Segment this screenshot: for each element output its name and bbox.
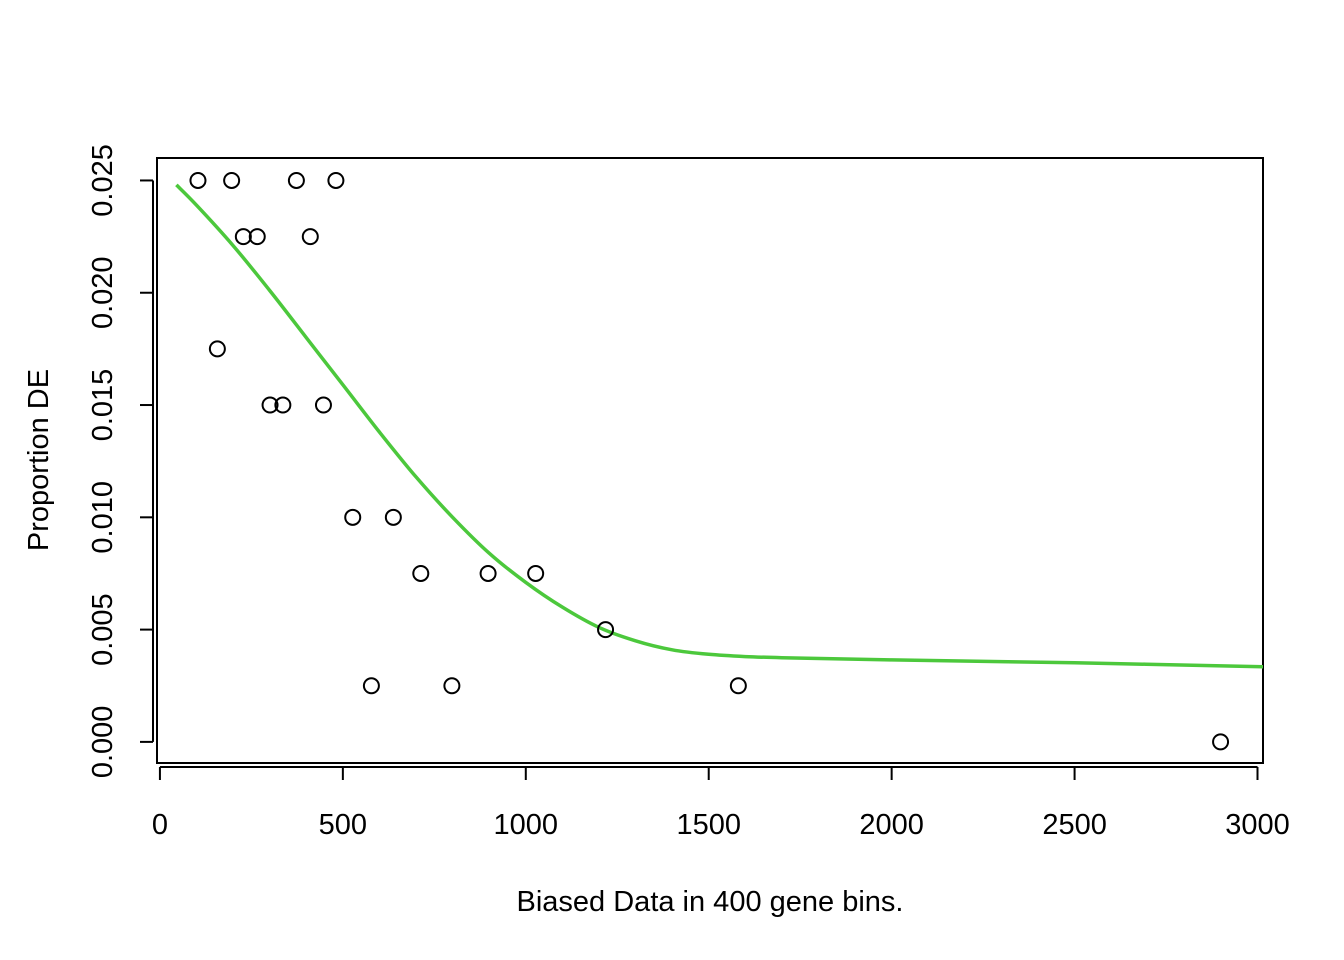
data-point <box>412 564 430 582</box>
fit-curve-layer <box>175 183 1263 669</box>
x-tick-label: 1000 <box>494 809 559 841</box>
data-point <box>248 228 266 246</box>
y-tick-label: 0.020 <box>87 256 119 329</box>
data-point <box>327 171 345 189</box>
data-point <box>274 396 292 414</box>
x-tick-label: 2500 <box>1042 809 1107 841</box>
x-tick-label: 3000 <box>1225 809 1290 841</box>
x-tick-label: 0 <box>152 809 168 841</box>
data-point <box>301 228 319 246</box>
data-point <box>314 396 332 414</box>
data-point <box>1212 733 1230 751</box>
data-points-layer <box>189 171 1230 751</box>
x-tick-label: 1500 <box>676 809 741 841</box>
data-point <box>344 508 362 526</box>
data-point <box>479 564 497 582</box>
x-axis-label: Biased Data in 400 gene bins. <box>517 886 904 918</box>
data-point <box>261 396 279 414</box>
y-tick-label: 0.025 <box>87 144 119 217</box>
fit-curve-line <box>175 183 1263 669</box>
data-point <box>443 677 461 695</box>
data-point <box>234 228 252 246</box>
data-point <box>597 621 615 639</box>
data-point <box>287 171 305 189</box>
x-tick-label: 2000 <box>859 809 924 841</box>
x-axis: 0 500 1000 1500 2000 2500 3000 <box>152 766 1290 841</box>
data-point <box>189 171 207 189</box>
data-point <box>729 677 747 695</box>
data-point <box>208 340 226 358</box>
data-point <box>362 677 380 695</box>
y-axis: 0.000 0.005 0.010 0.015 0.020 0.025 <box>87 144 154 779</box>
data-point <box>527 564 545 582</box>
data-point <box>223 171 241 189</box>
x-tick-label: 500 <box>319 809 367 841</box>
data-point <box>384 508 402 526</box>
y-tick-label: 0.000 <box>87 706 119 779</box>
y-tick-label: 0.010 <box>87 481 119 554</box>
y-axis-label: Proportion DE <box>23 369 55 551</box>
y-tick-label: 0.005 <box>87 593 119 666</box>
y-tick-label: 0.015 <box>87 369 119 442</box>
plot-frame <box>156 157 1264 764</box>
